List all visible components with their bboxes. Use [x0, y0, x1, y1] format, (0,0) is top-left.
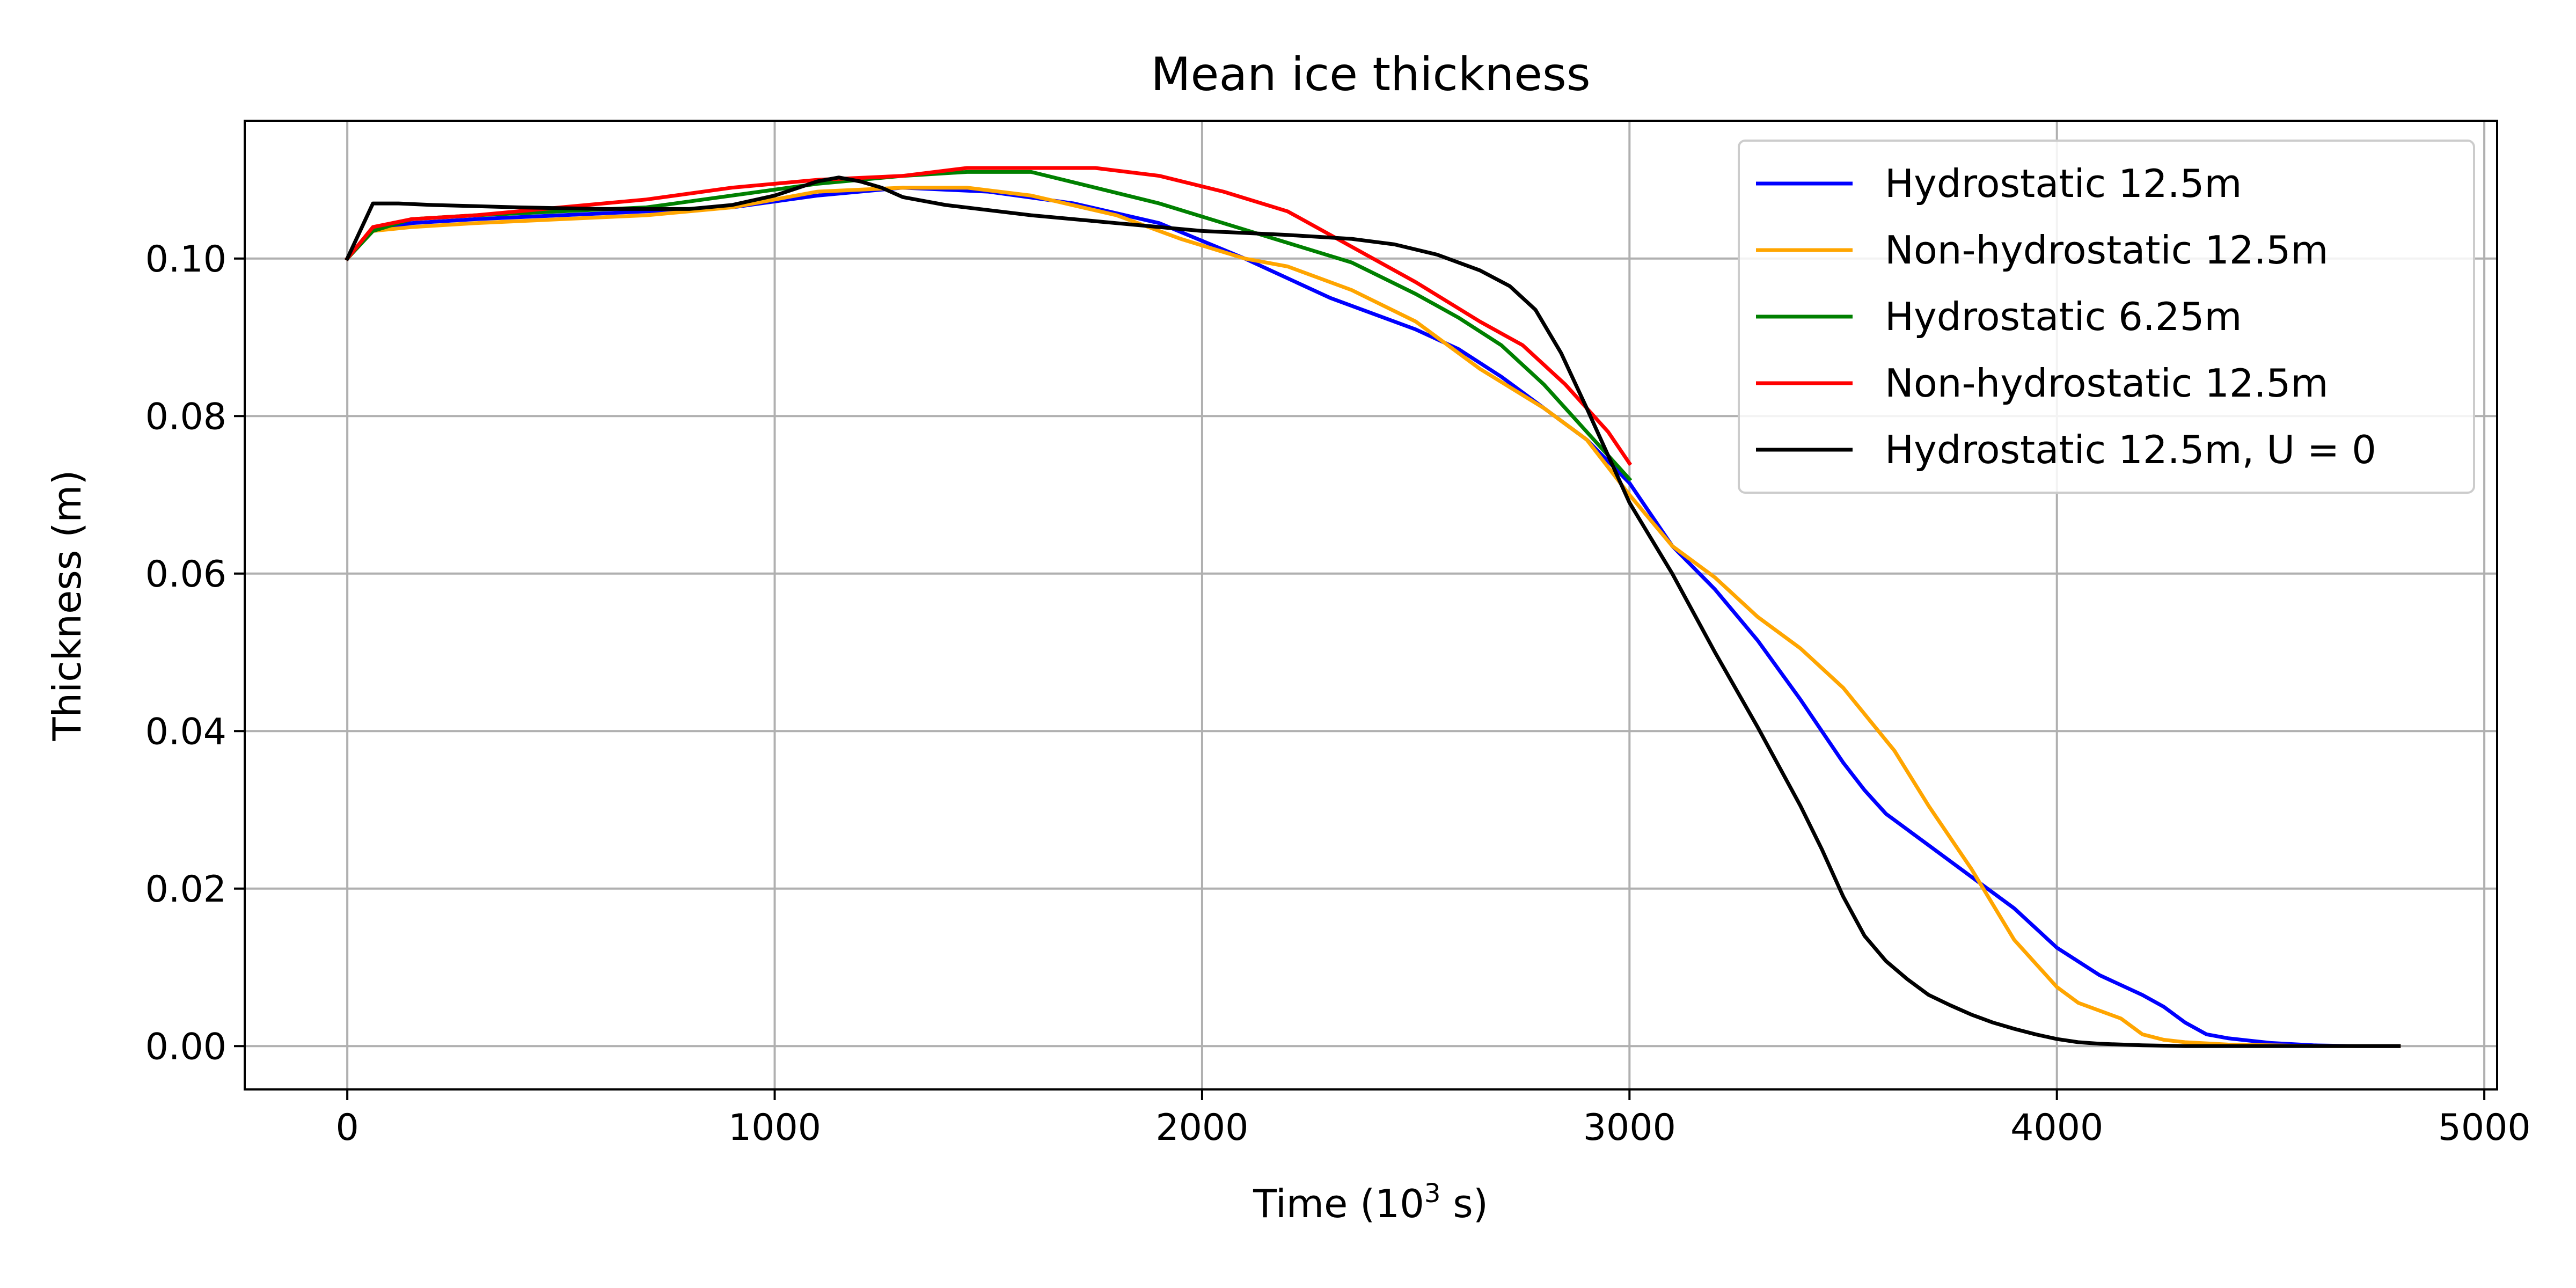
- y-tick-label: 0.00: [145, 1026, 226, 1068]
- legend-box: [1738, 140, 2475, 494]
- y-tick-label: 0.10: [145, 238, 226, 281]
- x-tick-label: 3000: [1583, 1107, 1676, 1149]
- x-axis-label: Time (103 s): [1253, 1179, 1488, 1226]
- y-tick-label: 0.06: [145, 553, 226, 596]
- x-axis-label-suffix: s): [1440, 1181, 1488, 1226]
- y-axis-label: Thickness (m): [45, 470, 90, 741]
- legend-label: Hydrostatic 6.25m: [1885, 294, 2242, 339]
- x-tick-label: 4000: [2010, 1107, 2103, 1149]
- axis-ticks: 0 1000 2000 3000 4000 5000 0.00 0.02 0.04 0.06 0.0…: [145, 238, 2531, 1149]
- legend-label: Non-hydrostatic 12.5m: [1885, 228, 2329, 273]
- series-line-2: [345, 186, 2401, 1048]
- x-tick-label: 1000: [728, 1107, 821, 1149]
- y-tick-label: 0.04: [145, 711, 226, 753]
- plot-frame: [244, 120, 2498, 1091]
- x-axis-label-superscript: 3: [1424, 1179, 1441, 1209]
- legend-label: Hydrostatic 12.5m, U = 0: [1885, 427, 2376, 472]
- chart-title: Mean ice thickness: [1151, 48, 1590, 101]
- legend: Hydrostatic 12.5m Non-hydrostatic 12.5m Hy…: [1738, 140, 2475, 494]
- x-tick-label: 0: [336, 1107, 359, 1149]
- y-tick-label: 0.02: [145, 868, 226, 911]
- legend-label: Non-hydrostatic 12.5m: [1885, 361, 2329, 406]
- series-line-4: [345, 166, 1633, 466]
- x-tick-label: 5000: [2438, 1107, 2531, 1149]
- x-tick-label: 2000: [1155, 1107, 1248, 1149]
- series-lines: [345, 166, 2401, 1048]
- series-line-3: [345, 170, 1633, 482]
- legend-label: Hydrostatic 12.5m: [1885, 161, 2242, 206]
- y-tick-label: 0.08: [145, 396, 226, 438]
- series-line-5: [345, 175, 2401, 1048]
- x-axis-label-prefix: Time (10: [1253, 1181, 1424, 1226]
